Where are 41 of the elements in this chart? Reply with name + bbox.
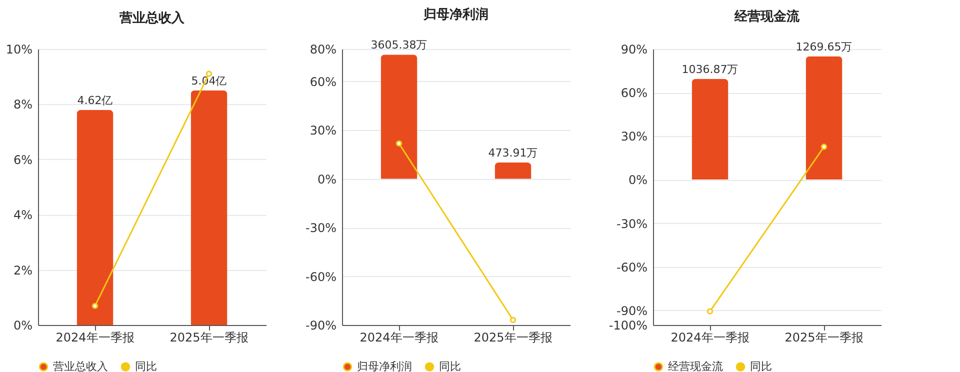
data-label: 4.62亿	[77, 94, 113, 107]
x-tick-label: 2024年一季报	[670, 330, 750, 344]
chart-title: 营业总收入	[118, 10, 186, 26]
y-tick-label: -90%	[616, 304, 648, 318]
y-tick-label: 8%	[13, 98, 32, 112]
legend-label: 归母净利润	[357, 360, 412, 372]
y-tick-label: 60%	[620, 86, 648, 100]
chart-title: 归母净利润	[422, 6, 488, 23]
y-tick-label: -30%	[616, 216, 648, 231]
x-tick-label: 2025年一季报	[474, 330, 552, 344]
y-tick-label: 0%	[628, 173, 648, 188]
y-tick-label: -60%	[616, 260, 648, 274]
y-tick-label: -60%	[305, 270, 336, 284]
x-tick-label: 2025年一季报	[784, 330, 864, 344]
y-tick-label: 10%	[6, 42, 32, 56]
y-tick-label: 30%	[620, 130, 648, 144]
chart-title: 经营现金流	[734, 8, 800, 24]
y-tick-label: 0%	[13, 318, 32, 332]
legend-label: 同比	[135, 360, 157, 372]
y-tick-label: 80%	[310, 42, 336, 56]
x-tick-label: 2025年一季报	[170, 330, 248, 344]
y-tick-label: 90%	[620, 42, 648, 56]
y-tick-label: 4%	[13, 208, 32, 222]
x-tick-label: 2024年一季报	[360, 330, 438, 344]
data-label: 1036.87万	[682, 62, 738, 76]
legend-label: 同比	[439, 360, 461, 372]
data-label: 3605.38万	[370, 38, 428, 52]
legend-label: 营业总收入	[53, 360, 108, 372]
legend-label: 经营现金流	[668, 360, 723, 372]
y-tick-label: 2%	[13, 263, 32, 278]
x-tick-label: 2024年一季报	[56, 330, 134, 344]
legend-label: 同比	[750, 360, 772, 372]
y-tick-label: 30%	[310, 124, 336, 138]
y-tick-label: -90%	[305, 318, 336, 332]
y-tick-label: 60%	[310, 74, 336, 89]
y-tick-label: -100%	[608, 318, 648, 332]
y-tick-label: 6%	[13, 152, 32, 167]
data-label: 473.91万	[488, 146, 538, 160]
y-tick-label: -30%	[305, 221, 336, 236]
y-tick-label: 0%	[317, 172, 336, 186]
data-label: 1269.65万	[796, 40, 852, 54]
